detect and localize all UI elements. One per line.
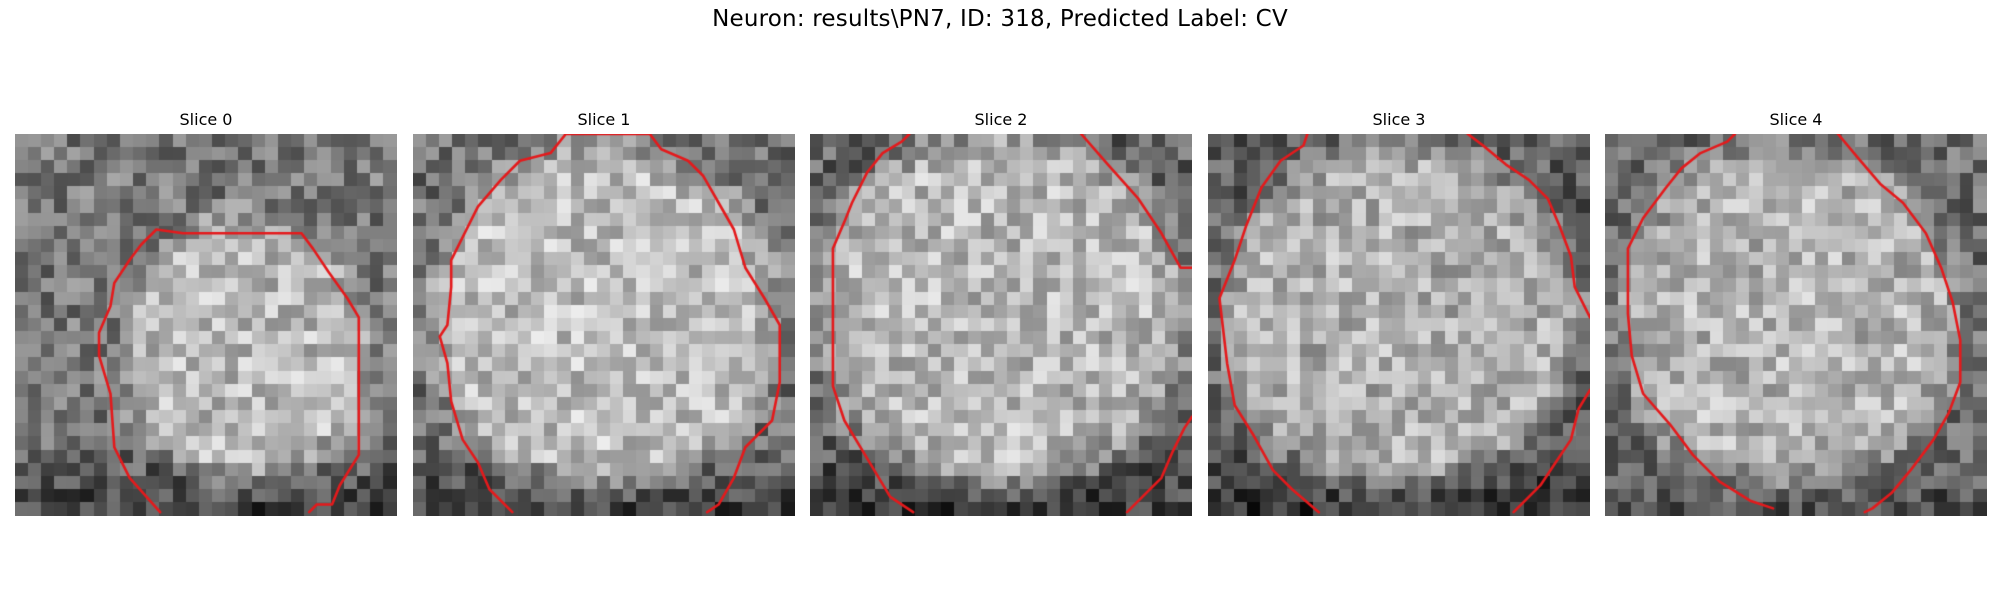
slice-image-1 <box>413 134 795 516</box>
slice-title-4: Slice 4 <box>1769 110 1823 129</box>
slice-title-2: Slice 2 <box>974 110 1028 129</box>
slice-title-0: Slice 0 <box>179 110 233 129</box>
slice-title-1: Slice 1 <box>577 110 631 129</box>
slice-image-4 <box>1605 134 1987 516</box>
slice-image-2 <box>810 134 1192 516</box>
figure-suptitle: Neuron: results\PN7, ID: 318, Predicted … <box>712 6 1288 32</box>
slice-image-0 <box>15 134 397 516</box>
slice-image-3 <box>1208 134 1590 516</box>
slice-title-3: Slice 3 <box>1372 110 1426 129</box>
